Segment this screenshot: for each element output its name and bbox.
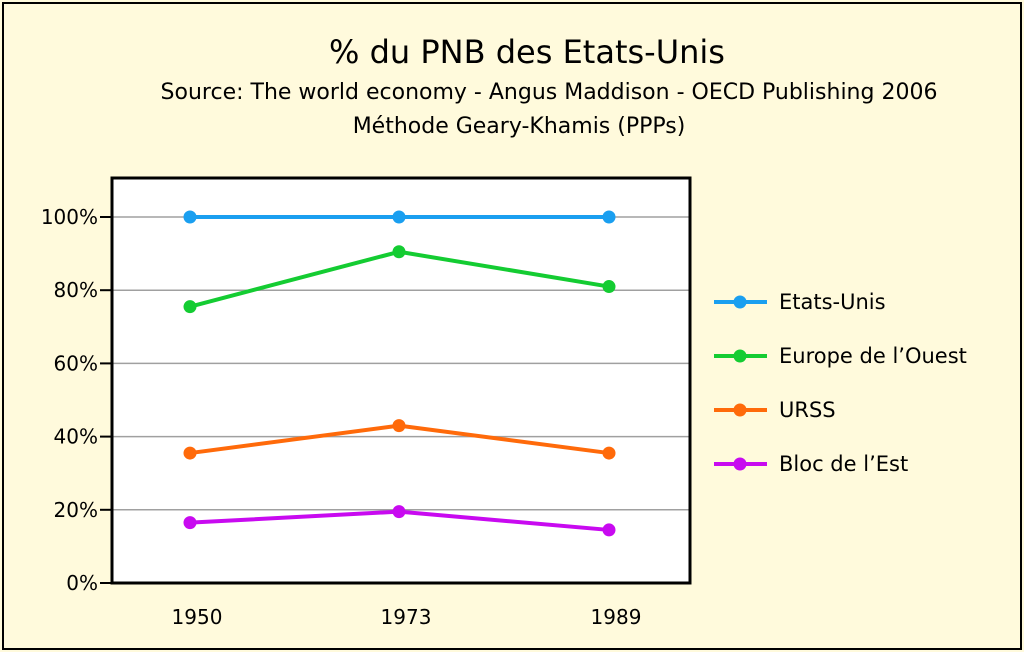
y-tick-label: 40% <box>54 425 98 449</box>
x-tick-label: 1973 <box>381 605 432 629</box>
legend-swatch-marker <box>733 457 747 471</box>
data-point <box>392 245 406 259</box>
data-point <box>183 516 197 530</box>
x-tick-label: 1950 <box>172 605 223 629</box>
data-point <box>392 419 406 433</box>
legend-swatch-marker <box>733 349 747 363</box>
legend-label: Bloc de l’Est <box>779 452 908 476</box>
legend-swatch-marker <box>733 403 747 417</box>
y-tick-label: 100% <box>41 205 98 229</box>
x-axis-ticks: 1950 1973 1989 <box>172 605 642 629</box>
series-europe-de-l-ouest <box>183 245 616 314</box>
chart-title: % du PNB des Etats-Unis <box>329 33 725 71</box>
series-lines <box>183 210 616 537</box>
legend-item: URSS <box>714 398 836 422</box>
legend-label: Europe de l’Ouest <box>779 344 967 368</box>
data-point <box>392 210 406 224</box>
legend-swatch-marker <box>733 295 747 309</box>
legend-label: URSS <box>779 398 836 422</box>
series-etats-unis <box>183 210 616 224</box>
y-tick-label: 20% <box>54 498 98 522</box>
data-point <box>183 446 197 460</box>
legend: Etats-Unis Europe de l’Ouest URSS Bloc de l… <box>714 290 967 476</box>
chart-subtitle: Source: The world economy - Angus Maddis… <box>160 80 938 105</box>
legend-item: Etats-Unis <box>714 290 886 314</box>
series-urss <box>183 419 616 460</box>
legend-item: Europe de l’Ouest <box>714 344 967 368</box>
chart-subtitle-method: Méthode Geary-Khamis (PPPs) <box>352 114 686 139</box>
data-point <box>602 523 616 537</box>
y-axis-ticks: 0% 20% 40% 60% 80% 100% <box>41 205 112 595</box>
plot-border <box>110 176 692 585</box>
data-point <box>183 300 197 314</box>
x-tick-label: 1989 <box>591 605 642 629</box>
y-tick-label: 60% <box>54 351 98 375</box>
series-bloc-de-l-est <box>183 505 616 537</box>
legend-item: Bloc de l’Est <box>714 452 908 476</box>
data-point <box>602 280 616 294</box>
data-point <box>183 210 197 224</box>
legend-label: Etats-Unis <box>779 290 886 314</box>
data-point <box>602 210 616 224</box>
data-point <box>602 446 616 460</box>
data-point <box>392 505 406 519</box>
y-tick-label: 80% <box>54 278 98 302</box>
y-tick-label: 0% <box>66 571 98 595</box>
